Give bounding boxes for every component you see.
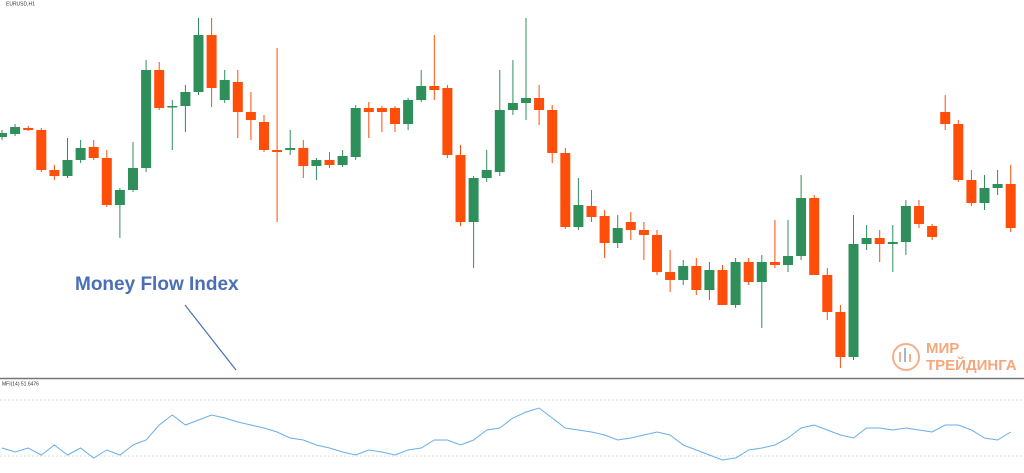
candle-body <box>141 70 152 168</box>
candle-body <box>75 148 86 160</box>
candle-body <box>953 124 964 180</box>
candle-body <box>245 112 256 120</box>
candle-body <box>1005 184 1016 228</box>
mfi-line <box>1 407 1011 461</box>
candle-body <box>979 188 990 203</box>
candle-body <box>88 147 99 158</box>
candle-body <box>36 130 47 170</box>
candle-body <box>442 88 453 155</box>
candle-body <box>455 155 466 222</box>
candle-body <box>219 80 230 100</box>
candle-body <box>612 228 623 243</box>
candle-body <box>756 262 767 282</box>
candle-body <box>180 92 191 106</box>
candle-body <box>861 238 872 244</box>
candle-body <box>534 98 545 110</box>
candle-body <box>206 35 217 88</box>
candle-body <box>363 108 374 112</box>
candle-body <box>573 205 584 227</box>
candle-body <box>560 153 571 227</box>
candle-body <box>23 128 34 130</box>
candle-body <box>927 226 938 237</box>
candle-body <box>429 86 440 90</box>
annotation: Money Flow Index <box>75 274 239 295</box>
candle-body <box>101 158 112 205</box>
candle-body <box>704 270 715 290</box>
candle-body <box>311 160 322 166</box>
candle-body <box>259 122 269 150</box>
candle-body <box>481 170 492 178</box>
candle-body <box>691 266 702 290</box>
candle-body <box>783 256 793 265</box>
candle-body <box>128 168 138 190</box>
candle-body <box>887 242 898 244</box>
candle-body <box>350 108 361 157</box>
candle-body <box>232 82 243 112</box>
candle-body <box>586 206 597 217</box>
watermark-icon <box>892 343 920 371</box>
candle-body <box>992 184 1003 188</box>
candle-body <box>272 150 283 152</box>
candle-body <box>848 244 859 357</box>
candle-body <box>796 198 807 256</box>
candle-body <box>167 106 178 108</box>
candle-body <box>652 235 662 272</box>
candle-body <box>0 133 7 137</box>
candle-body <box>835 312 846 357</box>
candle-body <box>337 156 348 165</box>
candle-body <box>547 110 558 153</box>
candle-body <box>507 103 518 110</box>
candle-body <box>285 148 296 150</box>
candle-body <box>625 222 636 230</box>
candle-body <box>730 262 741 305</box>
candle-body <box>324 160 335 165</box>
candle-body <box>638 230 649 235</box>
candle-body <box>403 100 414 124</box>
candle-body <box>665 272 676 280</box>
candle-body <box>822 275 833 312</box>
candle-body <box>416 86 427 100</box>
candle-body <box>193 35 204 92</box>
candle-body <box>940 112 951 124</box>
candle-body <box>900 206 911 242</box>
candle-body <box>494 110 505 172</box>
candle-body <box>468 178 479 222</box>
candle-body <box>914 206 924 224</box>
candle-body <box>743 262 754 282</box>
indicator-label: MFI(14) 51.6476 <box>2 381 39 387</box>
candle-body <box>809 198 820 275</box>
candle-body <box>678 266 689 280</box>
symbol-label: EURUSD,H1 <box>6 1 35 7</box>
candle-body <box>298 148 309 166</box>
candle-body <box>376 108 387 112</box>
candle-body <box>154 70 165 108</box>
watermark-text: МИР <box>926 340 959 357</box>
candle-body <box>10 127 21 134</box>
watermark-text: ТРЕЙДИНГА <box>926 356 1017 374</box>
annotation-arrow <box>184 304 237 371</box>
watermark: МИР ТРЕЙДИНГА <box>892 340 1017 374</box>
candle-body <box>966 180 977 203</box>
candle-body <box>49 170 60 176</box>
candle-body <box>521 98 531 103</box>
candle-body <box>769 262 780 265</box>
candle-body <box>62 160 73 176</box>
candle-body <box>114 190 125 205</box>
candle-body <box>390 108 400 124</box>
candle-body <box>599 216 610 243</box>
candle-body <box>874 238 885 244</box>
candle-body <box>717 270 728 305</box>
